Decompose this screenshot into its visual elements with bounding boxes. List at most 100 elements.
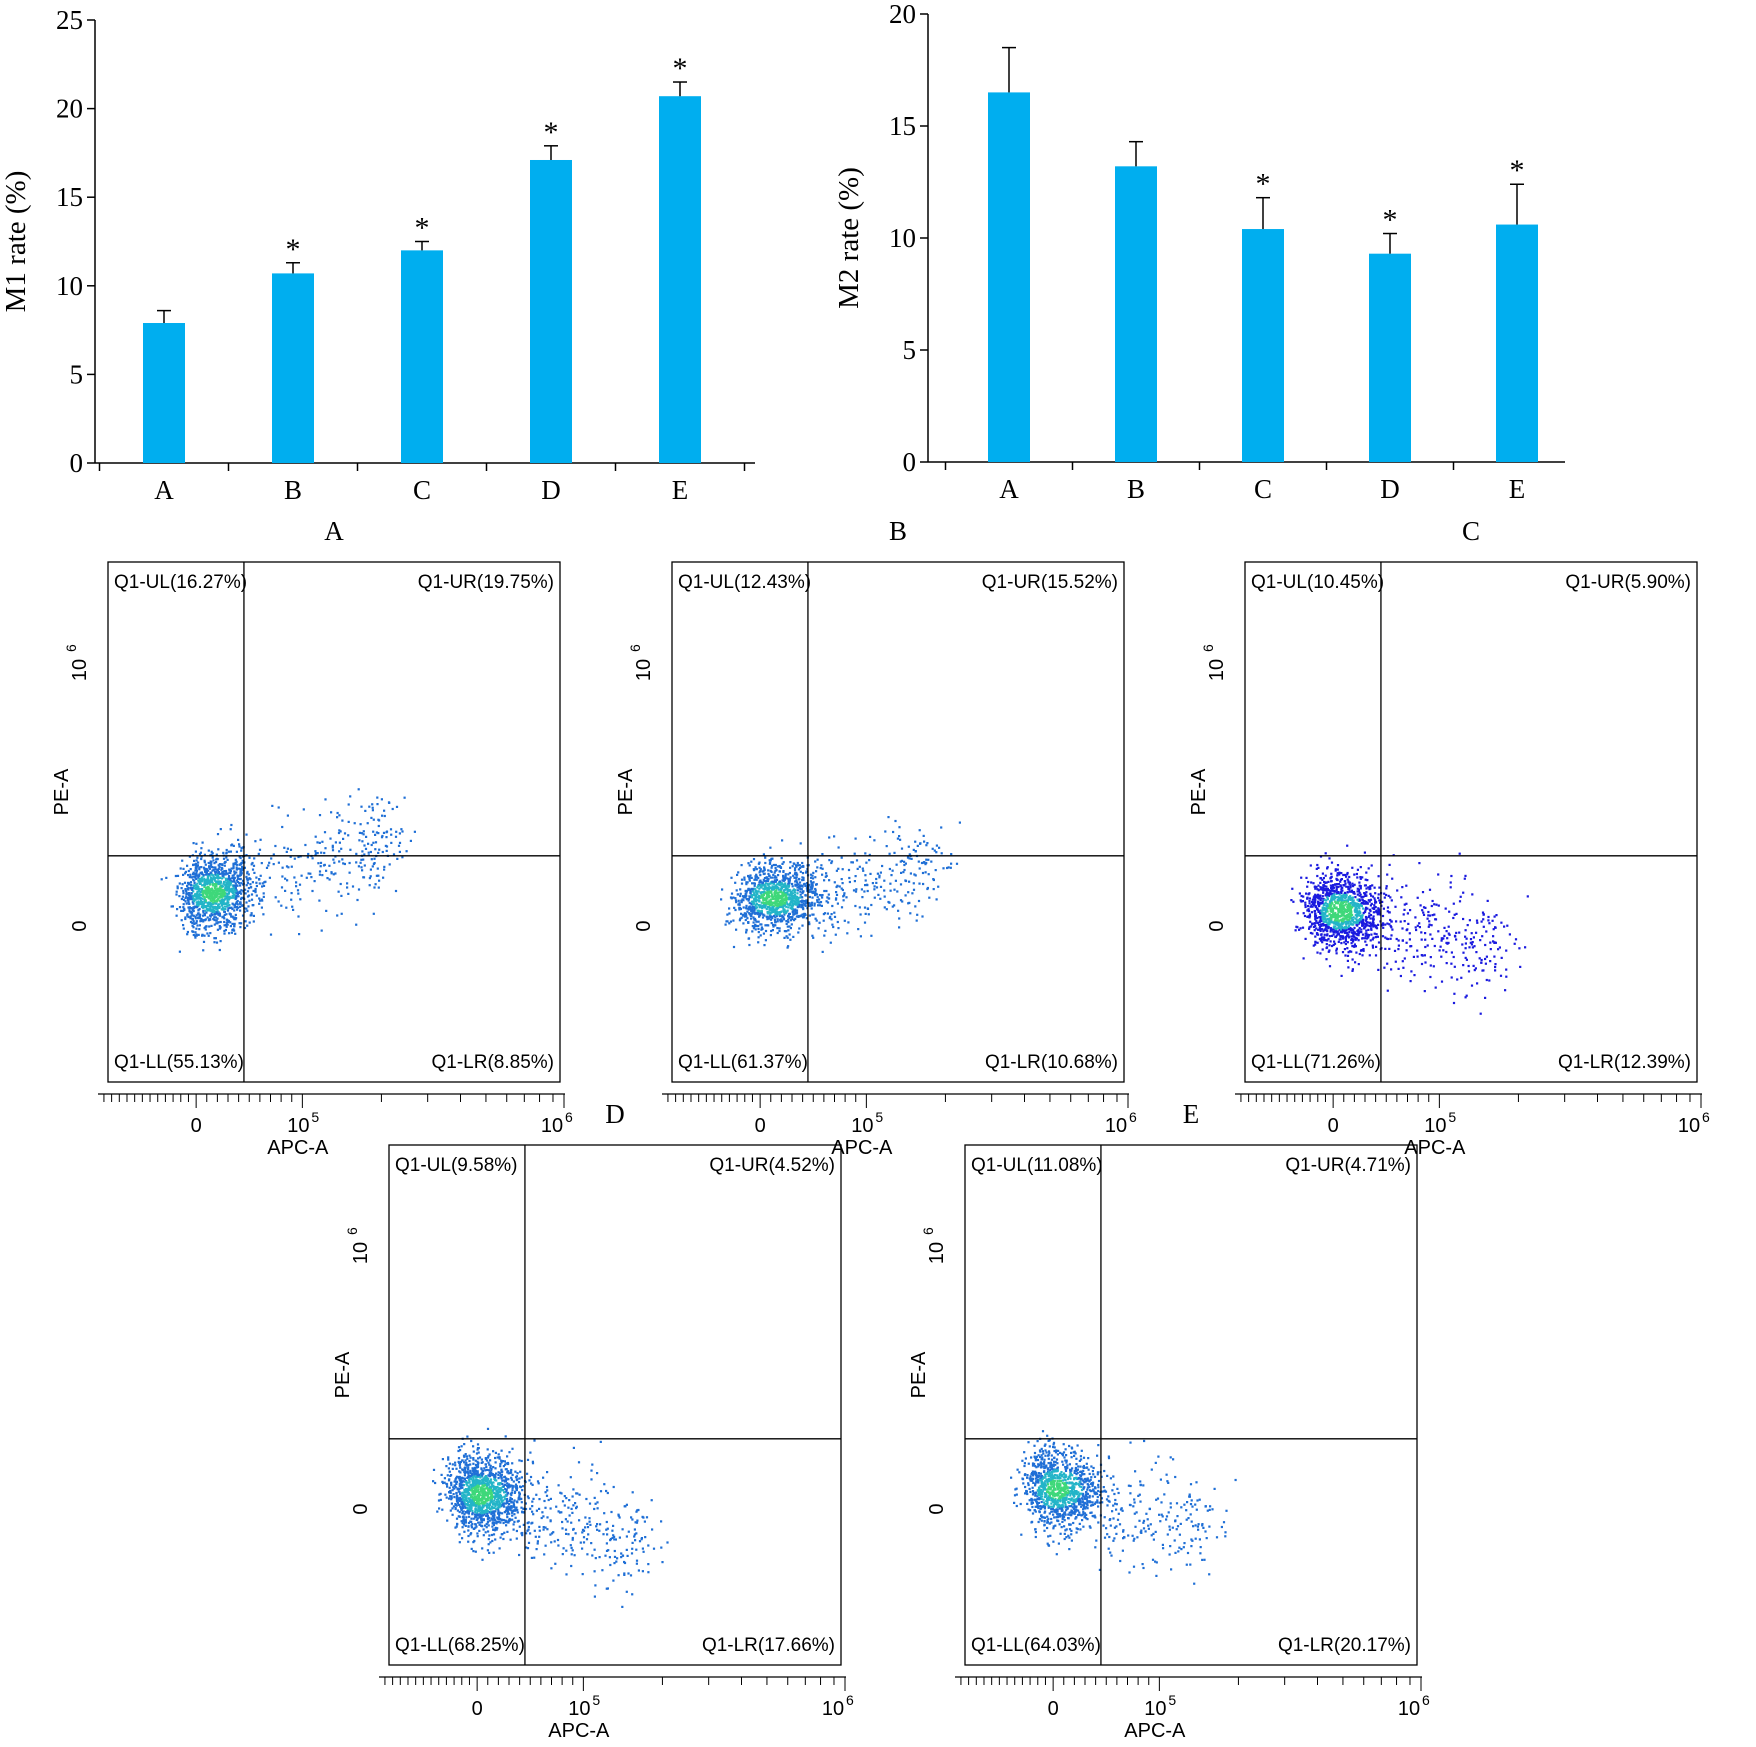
event-dot [757, 884, 760, 888]
event-dot [234, 882, 237, 885]
event-dot [799, 915, 802, 918]
event-dot [194, 934, 197, 937]
y-tick-label: 25 [56, 5, 83, 35]
event-dot [1335, 896, 1338, 899]
x-tick-label: B [1127, 474, 1145, 504]
event-dot [234, 913, 237, 916]
event-dot [765, 886, 768, 889]
event-dot [499, 1496, 502, 1499]
plot-frame [671, 561, 1125, 1083]
event-dot [1328, 917, 1331, 920]
event-dot [357, 888, 361, 891]
event-dot [621, 1528, 624, 1531]
event-dot [823, 934, 826, 937]
event-dot [209, 892, 212, 896]
event-dot [439, 1492, 442, 1495]
event-dot [189, 915, 192, 918]
event-dot [1341, 897, 1344, 900]
event-dot [1409, 909, 1412, 912]
event-dot [740, 864, 743, 867]
event-dot [213, 918, 216, 922]
event-dot [769, 900, 773, 903]
event-dot [400, 828, 403, 831]
event-dot [1340, 872, 1343, 875]
event-dot [251, 861, 254, 865]
event-dot [623, 1573, 626, 1576]
event-dot [1489, 941, 1492, 944]
event-dot [1377, 875, 1380, 878]
event-dot [785, 886, 788, 889]
event-dot [180, 909, 183, 912]
event-dot [222, 889, 225, 892]
event-dot [749, 914, 752, 917]
event-dot [229, 877, 232, 880]
event-dot [762, 932, 765, 935]
event-dot [1315, 867, 1318, 870]
plot-frame [1244, 561, 1698, 1083]
event-dot [1327, 894, 1330, 897]
event-dot [1450, 874, 1453, 878]
event-dot [215, 941, 219, 944]
event-dot [774, 912, 777, 915]
event-dot [857, 928, 860, 931]
event-dot [865, 861, 868, 864]
event-dot [776, 920, 779, 923]
event-dot [759, 879, 762, 882]
event-dot [244, 920, 247, 923]
event-dot [182, 892, 185, 895]
event-dot [1341, 929, 1344, 932]
event-dot [863, 890, 866, 893]
event-dot [178, 895, 181, 898]
event-dot [1290, 899, 1293, 902]
event-dot [1339, 898, 1342, 901]
event-dot [762, 887, 765, 890]
event-dot [786, 909, 789, 912]
event-dot [1362, 927, 1366, 930]
event-dot [1358, 911, 1361, 914]
event-dot [864, 912, 867, 915]
event-dot [825, 900, 828, 903]
event-dot [1351, 866, 1354, 869]
event-dot [1323, 918, 1326, 921]
event-dot [893, 888, 896, 891]
event-dot [867, 913, 870, 916]
event-dot [745, 881, 748, 884]
event-dot [1359, 876, 1362, 879]
event-dot [1331, 934, 1334, 937]
event-dot [289, 855, 292, 858]
event-dot [448, 1470, 451, 1473]
event-dot [1359, 914, 1362, 917]
event-dot [898, 917, 901, 920]
event-dot [775, 911, 778, 914]
event-dot [209, 865, 213, 868]
event-dot [754, 928, 757, 931]
event-dot [1317, 889, 1320, 892]
event-dot [1314, 885, 1317, 888]
event-dot [1341, 935, 1344, 938]
event-dot [763, 944, 766, 947]
event-dot [199, 894, 203, 897]
event-dot [196, 864, 199, 867]
event-dot [908, 853, 911, 856]
event-dot [1488, 979, 1491, 982]
event-dot [792, 897, 795, 900]
event-dot [752, 893, 755, 896]
event-dot [221, 863, 224, 866]
event-dot [750, 876, 753, 879]
event-dot [783, 913, 786, 916]
event-dot [174, 874, 177, 878]
event-dot [1416, 955, 1419, 958]
event-dot [216, 880, 219, 883]
event-dot [931, 847, 934, 850]
event-dot [1369, 892, 1372, 895]
event-dot [755, 920, 758, 923]
event-dot [1464, 956, 1467, 959]
event-dot [942, 867, 945, 870]
event-dot [788, 912, 791, 915]
event-dot [1409, 945, 1412, 948]
event-dot [789, 938, 792, 941]
event-dot [194, 917, 197, 920]
event-dot [1481, 969, 1484, 972]
event-dot [618, 1536, 621, 1539]
event-dot [1330, 917, 1333, 921]
